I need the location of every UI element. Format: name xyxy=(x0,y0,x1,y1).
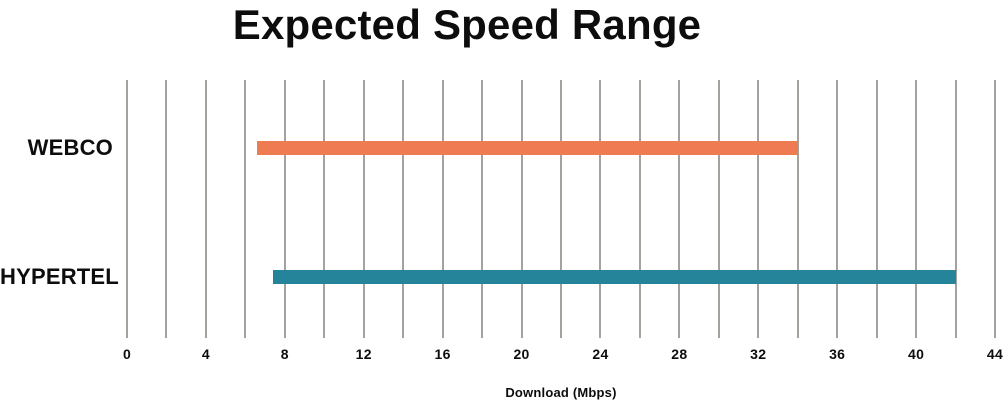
x-tick-label-20: 20 xyxy=(513,346,530,362)
x-tick-label-16: 16 xyxy=(434,346,451,362)
gridline xyxy=(638,80,641,338)
category-label-webco: WEBCO xyxy=(27,134,113,160)
x-tick-label-24: 24 xyxy=(592,346,609,362)
range-bar-webco xyxy=(257,140,798,155)
x-axis-title: Download (Mbps) xyxy=(505,385,617,400)
x-tick-label-8: 8 xyxy=(280,346,289,362)
gridline xyxy=(757,80,760,338)
gridline xyxy=(283,80,286,338)
gridline xyxy=(520,80,523,338)
gridline xyxy=(954,80,957,338)
gridline xyxy=(796,80,799,338)
gridline xyxy=(323,80,326,338)
x-tick-label-12: 12 xyxy=(355,346,372,362)
gridline xyxy=(244,80,247,338)
gridline xyxy=(165,80,168,338)
gridline xyxy=(875,80,878,338)
x-tick-label-40: 40 xyxy=(907,346,925,362)
gridline xyxy=(126,80,128,338)
gridline xyxy=(599,80,602,338)
chart-title: Expected Speed Range xyxy=(232,1,702,48)
x-tick-label-4: 4 xyxy=(201,346,210,362)
gridline xyxy=(994,80,996,338)
gridline xyxy=(204,80,207,338)
gridline xyxy=(362,80,365,338)
x-tick-label-36: 36 xyxy=(829,346,846,362)
x-tick-label-28: 28 xyxy=(671,346,688,362)
x-tick-label-44: 44 xyxy=(986,346,1003,362)
category-labels: WEBCO HYPERTEL xyxy=(0,0,119,405)
gridline xyxy=(717,80,720,338)
gridline xyxy=(441,80,444,338)
x-tick-label-0: 0 xyxy=(122,346,132,362)
range-bar-hypertel xyxy=(272,269,956,284)
gridline xyxy=(481,80,484,338)
gridline xyxy=(402,80,405,338)
gridline xyxy=(915,80,918,338)
gridline xyxy=(836,80,839,338)
x-tick-label-32: 32 xyxy=(750,346,767,362)
gridline xyxy=(678,80,681,338)
plot-area xyxy=(126,80,996,338)
gridline xyxy=(560,80,562,338)
category-label-hypertel: HYPERTEL xyxy=(0,263,119,289)
